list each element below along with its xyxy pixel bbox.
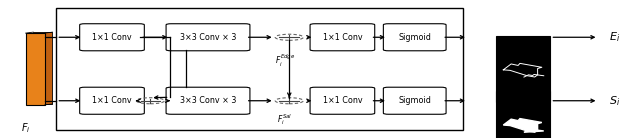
FancyBboxPatch shape <box>310 87 375 114</box>
Text: 1×1 Conv: 1×1 Conv <box>323 96 362 105</box>
FancyBboxPatch shape <box>33 32 52 104</box>
Text: 1×1 Conv: 1×1 Conv <box>92 33 132 42</box>
FancyBboxPatch shape <box>26 33 45 105</box>
Text: $F_i^{Edge}$: $F_i^{Edge}$ <box>275 53 295 70</box>
Text: 3×3 Conv × 3: 3×3 Conv × 3 <box>180 33 236 42</box>
Text: $F_i^{Sal}$: $F_i^{Sal}$ <box>277 112 292 127</box>
FancyBboxPatch shape <box>496 36 550 102</box>
FancyBboxPatch shape <box>383 87 446 114</box>
Text: $E_i$: $E_i$ <box>609 30 620 44</box>
Text: $F_i$: $F_i$ <box>21 121 30 135</box>
FancyBboxPatch shape <box>79 87 145 114</box>
FancyBboxPatch shape <box>496 91 550 138</box>
FancyBboxPatch shape <box>166 87 250 114</box>
Text: Sigmoid: Sigmoid <box>398 96 431 105</box>
Polygon shape <box>503 119 542 132</box>
Text: Sigmoid: Sigmoid <box>398 33 431 42</box>
FancyBboxPatch shape <box>56 8 463 130</box>
Text: 1×1 Conv: 1×1 Conv <box>92 96 132 105</box>
Text: 3×3 Conv × 3: 3×3 Conv × 3 <box>180 96 236 105</box>
Polygon shape <box>524 130 544 132</box>
FancyBboxPatch shape <box>166 24 250 51</box>
Text: 1×1 Conv: 1×1 Conv <box>323 33 362 42</box>
FancyBboxPatch shape <box>383 24 446 51</box>
FancyBboxPatch shape <box>79 24 145 51</box>
Text: $S_i$: $S_i$ <box>609 94 620 108</box>
FancyBboxPatch shape <box>310 24 375 51</box>
